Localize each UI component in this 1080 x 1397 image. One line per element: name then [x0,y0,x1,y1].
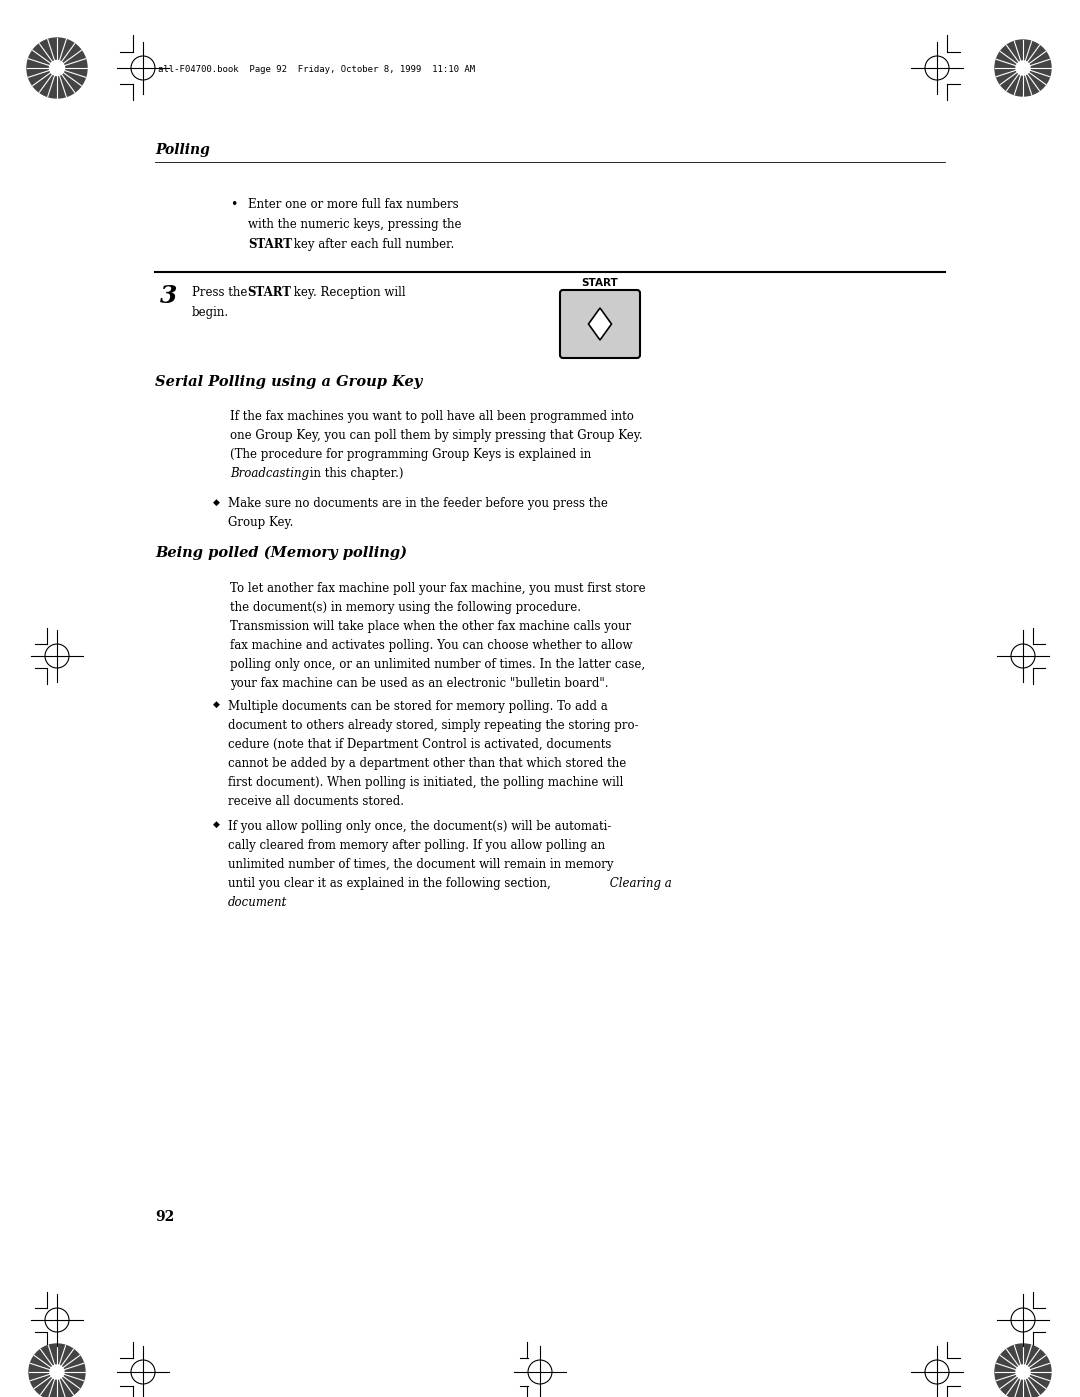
Text: your fax machine can be used as an electronic "bulletin board".: your fax machine can be used as an elect… [230,678,608,690]
Circle shape [50,60,65,75]
Text: Transmission will take place when the other fax machine calls your: Transmission will take place when the ot… [230,620,631,633]
Text: polling only once, or an unlimited number of times. In the latter case,: polling only once, or an unlimited numbe… [230,658,645,671]
Text: first document). When polling is initiated, the polling machine will: first document). When polling is initiat… [228,775,623,789]
Text: fax machine and activates polling. You can choose whether to allow: fax machine and activates polling. You c… [230,638,633,652]
Text: with the numeric keys, pressing the: with the numeric keys, pressing the [248,218,461,231]
Text: ◆: ◆ [213,700,220,710]
Text: receive all documents stored.: receive all documents stored. [228,795,404,807]
Polygon shape [995,41,1051,96]
Circle shape [1016,61,1030,75]
Text: Enter one or more full fax numbers: Enter one or more full fax numbers [248,198,459,211]
Text: Group Key.: Group Key. [228,515,294,529]
Text: until you clear it as explained in the following section,: until you clear it as explained in the f… [228,877,551,890]
Text: all-F04700.book  Page 92  Friday, October 8, 1999  11:10 AM: all-F04700.book Page 92 Friday, October … [158,66,475,74]
Text: cannot be added by a department other than that which stored the: cannot be added by a department other th… [228,757,626,770]
Text: cally cleared from memory after polling. If you allow polling an: cally cleared from memory after polling.… [228,840,605,852]
Polygon shape [27,38,87,98]
Text: If the fax machines you want to poll have all been programmed into: If the fax machines you want to poll hav… [230,409,634,423]
Text: Make sure no documents are in the feeder before you press the: Make sure no documents are in the feeder… [228,497,608,510]
Text: START: START [247,286,291,299]
Text: .: . [281,895,285,909]
Polygon shape [589,307,611,339]
Circle shape [1016,1365,1030,1379]
Text: Polling: Polling [156,142,210,156]
Text: Multiple documents can be stored for memory polling. To add a: Multiple documents can be stored for mem… [228,700,608,712]
Polygon shape [29,1344,85,1397]
Text: cedure (note that if Department Control is activated, documents: cedure (note that if Department Control … [228,738,611,752]
Text: one Group Key, you can poll them by simply pressing that Group Key.: one Group Key, you can poll them by simp… [230,429,643,441]
Polygon shape [995,1344,1051,1397]
Text: ◆: ◆ [213,497,220,507]
Text: 92: 92 [156,1210,174,1224]
FancyBboxPatch shape [561,291,640,358]
Text: If you allow polling only once, the document(s) will be automati-: If you allow polling only once, the docu… [228,820,611,833]
Text: the document(s) in memory using the following procedure.: the document(s) in memory using the foll… [230,601,581,615]
Text: document to others already stored, simply repeating the storing pro-: document to others already stored, simpl… [228,719,638,732]
Text: (The procedure for programming Group Keys is explained in: (The procedure for programming Group Key… [230,448,591,461]
Text: Clearing a: Clearing a [606,877,672,890]
Text: ◆: ◆ [213,820,220,828]
Text: unlimited number of times, the document will remain in memory: unlimited number of times, the document … [228,858,613,870]
Circle shape [50,1365,64,1379]
Text: Serial Polling using a Group Key: Serial Polling using a Group Key [156,374,422,388]
Text: Broadcasting: Broadcasting [230,467,309,481]
Text: START: START [582,278,619,288]
Text: document: document [228,895,287,909]
Text: key. Reception will: key. Reception will [291,286,406,299]
Text: 3: 3 [160,284,177,307]
Text: START: START [248,237,292,251]
Text: key after each full number.: key after each full number. [291,237,455,251]
Text: in this chapter.): in this chapter.) [306,467,404,481]
Text: To let another fax machine poll your fax machine, you must first store: To let another fax machine poll your fax… [230,583,646,595]
Text: Press the: Press the [192,286,252,299]
Text: begin.: begin. [192,306,229,319]
Text: Being polled (Memory polling): Being polled (Memory polling) [156,546,407,560]
Text: •: • [230,198,238,211]
